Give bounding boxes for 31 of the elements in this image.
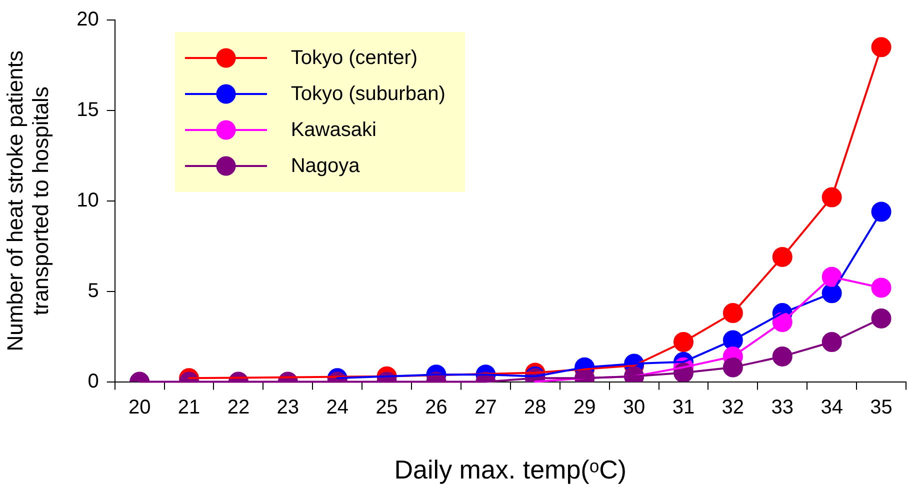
legend-label: Nagoya [290,154,360,178]
x-tick-label: 28 [524,396,546,418]
y-tick-label: 0 [88,370,99,392]
x-tick-label: 27 [474,396,497,418]
legend-label: Tokyo (suburban) [290,82,446,106]
y-tick-label: 10 [76,189,99,212]
point [871,308,892,328]
x-tick-label: 33 [771,396,794,418]
y-tick-label: 5 [88,280,99,302]
x-tick-label: 24 [326,396,348,418]
point [871,278,892,298]
y-axis-title: Number of heat stroke patients transported to hospitals [2,50,54,352]
x-tick-label: 22 [227,396,250,418]
y-tick-label: 15 [76,98,99,121]
x-axis-title: Daily max. temp(ᵒC) [394,454,627,485]
x-tick-label: 23 [276,396,300,418]
x-tick-label: 21 [178,396,200,418]
legend-label: Kawasaki [290,118,376,142]
x-tick-label: 31 [672,396,695,418]
y-tick-label: 20 [76,8,99,31]
x-tick-label: 35 [870,396,892,418]
x-tick-label: 20 [128,396,151,418]
x-tick-label: 30 [622,396,646,418]
point [871,37,892,58]
x-tick-label: 32 [722,396,744,418]
x-tick-label: 34 [820,396,843,418]
x-tick-label: 26 [425,396,448,418]
legend-label: Tokyo (center) [290,46,418,70]
point [871,202,892,222]
x-tick-label: 25 [376,396,398,418]
x-tick-label: 29 [573,396,596,418]
